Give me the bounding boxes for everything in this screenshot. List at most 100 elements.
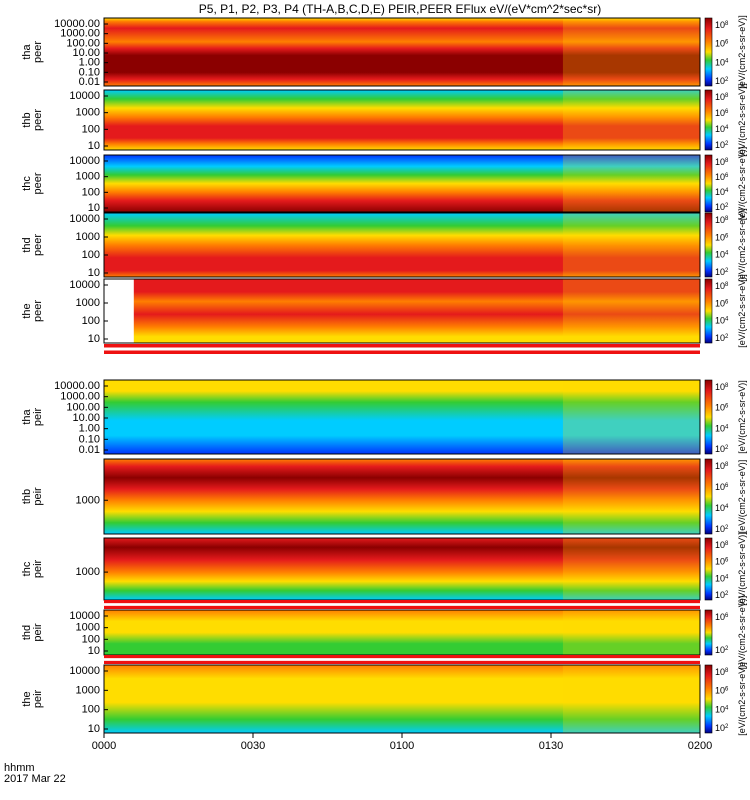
y-tick-label: 10.00 xyxy=(72,47,100,59)
panel-thc-peir: 1000 thcpeir 108 106 104 102 [eV/(cm2-s-sr-eV)… xyxy=(21,532,747,606)
y-tick-label: 100 xyxy=(82,704,100,716)
colorbar-tick-exponent: 2 xyxy=(725,268,729,274)
colorbar-label: [eV/(cm2-s-sr-eV)] xyxy=(737,274,747,348)
colorbar-tick-label: 106 xyxy=(715,172,729,182)
y-label-product: peir xyxy=(32,487,44,506)
colorbar-tick-label: 108 xyxy=(715,382,729,392)
y-tick-label: 10000 xyxy=(69,610,100,622)
colorbar-tick-exponent: 2 xyxy=(725,203,729,209)
y-axis-label: thcpeer xyxy=(21,172,44,194)
panel-frame xyxy=(103,89,701,151)
colorbar-tick-exponent: 4 xyxy=(725,188,729,194)
colorbar-tick-exponent: 2 xyxy=(725,141,729,147)
y-label-probe: tha xyxy=(21,408,33,424)
colorbar-label: [eV/(cm2-s-sr-eV)] xyxy=(737,596,747,670)
colorbar-tick-label: 106 xyxy=(715,403,729,413)
y-tick-label: 1000 xyxy=(76,622,100,634)
late-variation-band xyxy=(562,538,700,600)
y-axis-label: thdpeir xyxy=(21,623,44,642)
colorbar xyxy=(704,609,713,656)
colorbar-label: [eV/(cm2-s-sr-eV)] xyxy=(737,380,747,454)
colorbar-tick-label: 104 xyxy=(715,124,729,134)
y-tick-label: 10 xyxy=(88,333,100,345)
x-axis: 0000 0030 0100 0130 0200 xyxy=(92,733,712,752)
colorbar-tick-label: 108 xyxy=(715,157,729,167)
y-axis-label: thapeer xyxy=(21,41,44,63)
y-tick-label: 100 xyxy=(82,123,100,135)
y-tick-label: 1000.00 xyxy=(60,391,100,403)
late-variation-band xyxy=(562,18,700,86)
y-tick-label: 10 xyxy=(88,140,100,152)
late-variation-band xyxy=(562,459,700,534)
panel-the-peer: 10000 1000 100 10 thepeer 108 106 104 102 [eV/(cm… xyxy=(21,274,747,348)
late-variation-band xyxy=(562,279,700,343)
spectrogram-thd-peir xyxy=(104,610,700,655)
y-tick-label: 10.00 xyxy=(72,412,100,424)
colorbar-tick-label: 106 xyxy=(715,298,729,308)
chart-title: P5, P1, P2, P3, P4 (TH-A,B,C,D,E) PEIR,P… xyxy=(199,2,601,16)
colorbar xyxy=(704,89,713,151)
x-tick-label: 0130 xyxy=(539,740,563,752)
colorbar-tick-label: 102 xyxy=(715,524,729,534)
y-tick-label: 10 xyxy=(88,202,100,214)
colorbar-tick-exponent: 2 xyxy=(725,445,729,451)
y-label-product: peer xyxy=(32,172,44,194)
y-tick-label: 1000.00 xyxy=(60,28,100,40)
y-tick-label: 0.10 xyxy=(79,433,100,445)
y-axis-label: thbpeir xyxy=(21,487,44,506)
colorbar-tick-label: 108 xyxy=(715,281,729,291)
flag-bar-stripe xyxy=(104,658,700,661)
y-label-product: peer xyxy=(32,234,44,256)
y-label-probe: tha xyxy=(21,43,33,59)
y-tick-label: 100 xyxy=(82,249,100,261)
colorbar-tick-label: 104 xyxy=(715,316,729,326)
colorbar-label: [eV/(cm2-s-sr-eV)] xyxy=(737,147,747,221)
y-tick-label: 10 xyxy=(88,723,100,735)
colorbar-tick-label: 106 xyxy=(715,612,729,622)
colorbar-tick-label: 104 xyxy=(715,57,729,67)
colorbar-tick-exponent: 6 xyxy=(725,40,729,46)
colorbar-tick-exponent: 2 xyxy=(725,724,729,730)
colorbar-tick-label: 102 xyxy=(715,590,729,600)
colorbar-tick-label: 102 xyxy=(715,645,729,655)
y-tick-label: 10000 xyxy=(69,665,100,677)
y-label-probe: the xyxy=(21,691,33,706)
y-tick-label: 100.00 xyxy=(66,37,100,49)
spectrogram-tha-peer xyxy=(104,18,700,86)
y-label-probe: thc xyxy=(21,561,33,576)
panel-frame xyxy=(103,458,701,535)
y-tick-label: 100 xyxy=(82,186,100,198)
flag-bar-tha-peir xyxy=(104,344,700,354)
colorbar-tick-exponent: 8 xyxy=(725,383,729,389)
y-tick-label: 10000 xyxy=(69,90,100,102)
colorbar-tick-label: 108 xyxy=(715,20,729,30)
colorbar-tick-label: 104 xyxy=(715,503,729,513)
colorbar-tick-exponent: 2 xyxy=(725,646,729,652)
y-tick-label: 1000 xyxy=(76,297,100,309)
colorbar-tick-exponent: 4 xyxy=(725,504,729,510)
colorbar-tick-label: 104 xyxy=(715,250,729,260)
colorbar-tick-exponent: 8 xyxy=(725,541,729,547)
colorbar-tick-label: 102 xyxy=(715,140,729,150)
panel-frame xyxy=(103,379,701,455)
y-tick-label: 1000 xyxy=(76,566,100,578)
x-axis-label-hhmm: hhmm xyxy=(4,762,35,774)
x-tick-label: 0100 xyxy=(390,740,414,752)
colorbar xyxy=(704,154,713,213)
colorbar-tick-exponent: 8 xyxy=(725,21,729,27)
spectrogram-thb-peer xyxy=(104,90,700,150)
colorbar-tick-exponent: 8 xyxy=(725,462,729,468)
colorbar-tick-label: 104 xyxy=(715,573,729,583)
panel-frame xyxy=(103,17,701,87)
spectrogram-the-peir xyxy=(104,665,700,733)
colorbar-tick-exponent: 6 xyxy=(725,558,729,564)
colorbar-tick-label: 104 xyxy=(715,704,729,714)
colorbar-tick-exponent: 4 xyxy=(725,424,729,430)
colorbar xyxy=(704,458,713,535)
spectrogram-the-peer xyxy=(104,279,700,343)
colorbar-tick-exponent: 2 xyxy=(725,525,729,531)
y-label-probe: thb xyxy=(21,112,33,127)
y-label-product: peer xyxy=(32,41,44,63)
panel-thb-peer: 10000 1000 100 10 thbpeer 108 106 104 102 [eV/(cm… xyxy=(21,83,747,157)
